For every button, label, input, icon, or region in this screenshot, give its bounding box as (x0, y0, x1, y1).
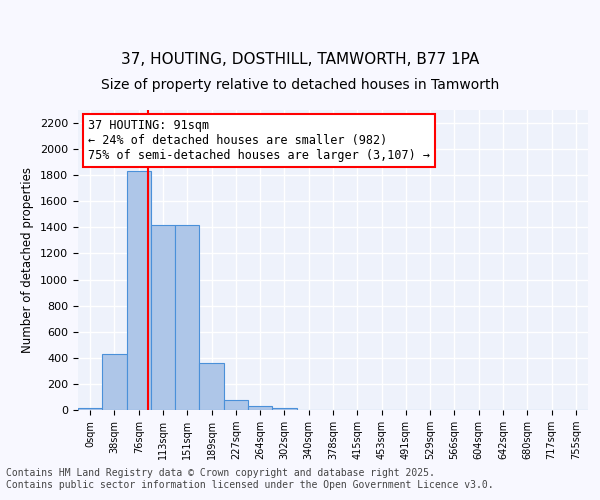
Bar (175, 226, 199, 410)
Text: Contains HM Land Registry data © Crown copyright and database right 2025.
Contai: Contains HM Land Registry data © Crown c… (6, 468, 494, 490)
Bar (127, 172, 151, 410)
Text: Size of property relative to detached houses in Tamworth: Size of property relative to detached ho… (101, 78, 499, 92)
Bar (151, 226, 175, 410)
Text: 37 HOUTING: 91sqm
← 24% of detached houses are smaller (982)
75% of semi-detache: 37 HOUTING: 91sqm ← 24% of detached hous… (88, 119, 430, 162)
Bar (272, 408, 296, 410)
Bar (102, 354, 127, 410)
Bar (248, 406, 272, 410)
Text: 37, HOUTING, DOSTHILL, TAMWORTH, B77 1PA: 37, HOUTING, DOSTHILL, TAMWORTH, B77 1PA (121, 52, 479, 68)
Bar (199, 363, 224, 410)
Bar (224, 400, 248, 410)
Bar (78, 408, 102, 410)
Y-axis label: Number of detached properties: Number of detached properties (22, 167, 34, 353)
